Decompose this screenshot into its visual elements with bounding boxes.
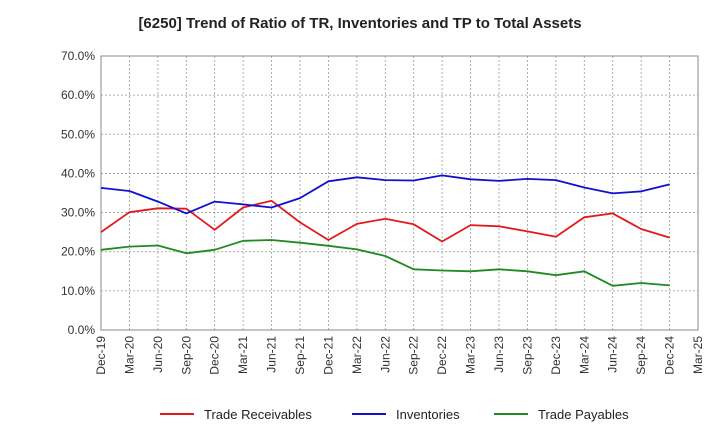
x-tick-label: Sep-23 [520,336,534,375]
y-tick-label: 60.0% [61,88,95,102]
x-tick-label: Dec-22 [435,336,449,375]
x-tick-label: Dec-20 [208,336,222,375]
x-tick-label: Mar-23 [464,336,478,374]
x-tick-label: Sep-24 [634,336,648,375]
legend-label-trade-receivables: Trade Receivables [204,407,312,422]
legend-label-inventories: Inventories [396,407,460,422]
y-tick-label: 0.0% [68,323,96,337]
x-tick-label: Dec-21 [321,336,335,375]
series-line-trade-payables [100,239,670,287]
x-tick-label: Mar-24 [577,336,591,374]
series-layer [100,174,670,287]
x-tick-label: Sep-22 [407,336,421,375]
x-tick-label: Jun-23 [492,336,506,373]
x-tick-label: Mar-22 [350,336,364,374]
legend-layer: Trade Receivables Inventories Trade Payabl… [160,407,629,422]
x-tick-label: Mar-21 [236,336,250,374]
y-tick-label: 10.0% [61,284,95,298]
series-line-inventories [100,174,670,215]
x-tick-label: Sep-20 [179,336,193,375]
y-tick-label: 30.0% [61,206,95,220]
chart-title: [6250] Trend of Ratio of TR, Inventories… [138,15,582,32]
y-tick-label: 70.0% [61,49,95,63]
axis-layer: 0.0% 10.0% 20.0% 30.0% 40.0% 50.0% 60.0% 70.0% D… [61,49,705,375]
x-tick-label: Dec-19 [94,336,108,375]
x-tick-label: Dec-24 [663,336,677,375]
y-tick-label: 20.0% [61,245,95,259]
series-line-trade-receivables [100,199,670,243]
legend-label-trade-payables: Trade Payables [538,407,629,422]
plot-area-frame [100,55,699,331]
x-tick-label: Mar-20 [122,336,136,374]
x-tick-label: Jun-20 [151,336,165,373]
x-tick-label: Jun-21 [265,336,279,373]
x-tick-label: Sep-21 [293,336,307,375]
y-tick-label: 50.0% [61,127,95,141]
x-tick-label: Dec-23 [549,336,563,375]
x-tick-label: Jun-24 [606,336,620,373]
x-tick-label: Jun-22 [378,336,392,373]
x-tick-label: Mar-25 [691,336,705,374]
y-tick-label: 40.0% [61,166,95,180]
